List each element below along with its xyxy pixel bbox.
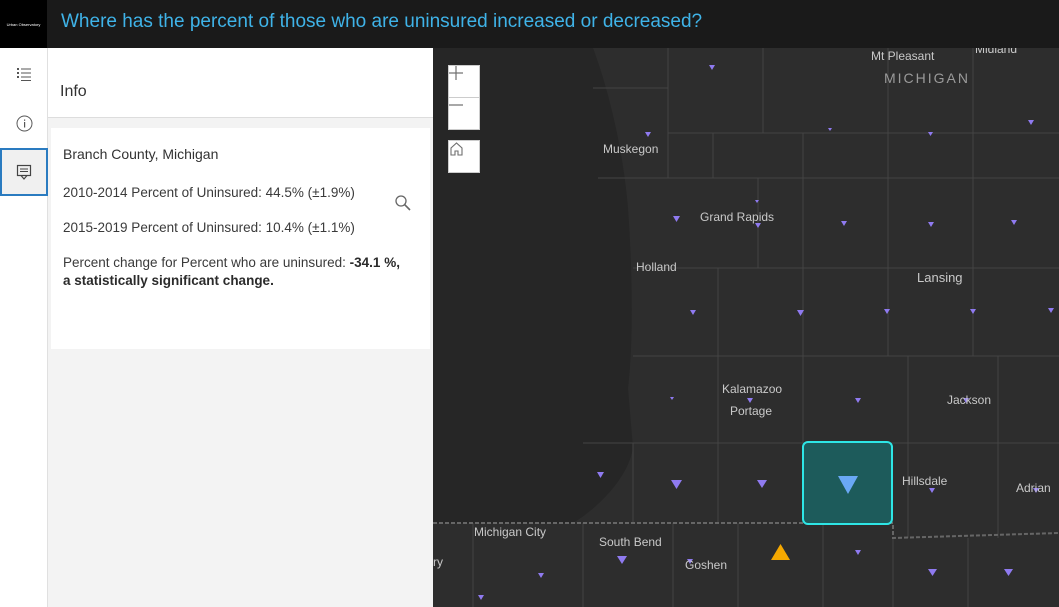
uninsured-2015-2019: 2015-2019 Percent of Uninsured: 10.4% (±… — [63, 220, 355, 235]
place-label: Holland — [636, 260, 677, 274]
change-value: -34.1 %, a statistically significant cha… — [63, 255, 400, 288]
home-icon — [450, 142, 463, 156]
urban-observatory-logo: Urban Observatory — [0, 0, 47, 48]
info-icon — [16, 115, 32, 131]
side-rail — [0, 48, 48, 607]
place-label: Midland — [975, 48, 1018, 56]
panel-header: Info — [48, 48, 433, 118]
map-view[interactable]: MICHIGAN Mt Pleasant Midland Muskegon Gr… — [433, 48, 1059, 607]
zoom-to-icon[interactable] — [394, 194, 412, 212]
zoom-in-button[interactable] — [448, 65, 480, 98]
place-label: Hillsdale — [902, 474, 948, 488]
increase-symbol — [771, 544, 790, 560]
minus-icon — [449, 104, 463, 106]
percent-change: Percent change for Percent who are unins… — [63, 254, 403, 290]
panel-title: Info — [60, 83, 87, 100]
place-label: South Bend — [599, 535, 662, 549]
place-label: Michigan City — [474, 525, 547, 539]
page-title: Where has the percent of those who are u… — [61, 11, 703, 32]
place-label: Muskegon — [603, 142, 659, 156]
info-panel: Info Branch County, Michigan 2010-2014 P… — [48, 48, 433, 607]
list-icon — [17, 68, 31, 81]
place-label: Mt Pleasant — [871, 49, 935, 63]
uninsured-2010-2014: 2010-2014 Percent of Uninsured: 44.5% (±… — [63, 185, 355, 200]
place-label: Grand Rapids — [700, 210, 775, 224]
place-label: ry — [433, 555, 443, 569]
zoom-out-button[interactable] — [448, 97, 480, 130]
place-label: Kalamazoo — [722, 382, 783, 396]
place-label: Portage — [730, 404, 773, 418]
place-label: Lansing — [917, 270, 963, 285]
place-label: Adrian — [1016, 481, 1051, 495]
app-header: Urban Observatory Where has the percent … — [0, 0, 1059, 48]
legend-button[interactable] — [0, 50, 48, 98]
home-button[interactable] — [448, 140, 480, 173]
feature-name: Branch County, Michigan — [63, 146, 219, 162]
popup-icon — [16, 164, 32, 180]
plus-icon — [449, 66, 463, 80]
popup-button[interactable] — [0, 148, 48, 196]
feature-popup: Branch County, Michigan 2010-2014 Percen… — [51, 128, 430, 349]
about-button[interactable] — [0, 99, 48, 147]
county-boundaries — [433, 48, 1059, 607]
state-label: MICHIGAN — [884, 70, 970, 86]
selected-decrease-symbol — [838, 476, 858, 494]
place-label: Jackson — [947, 393, 992, 407]
logo-text: Urban Observatory — [6, 21, 41, 27]
place-label: Goshen — [685, 558, 728, 572]
change-text: Percent change for Percent who are unins… — [63, 255, 350, 270]
